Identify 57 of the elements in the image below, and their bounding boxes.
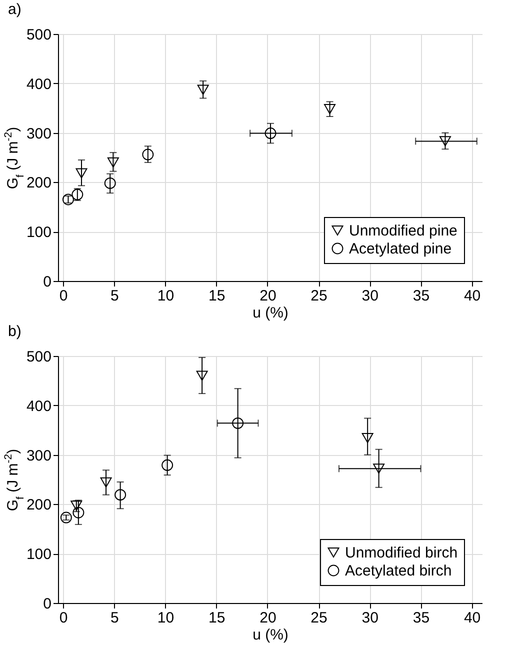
- point: [60, 512, 72, 524]
- x-tick-label: 40: [464, 288, 481, 304]
- x-tick-label: 25: [310, 288, 328, 304]
- legend-label: Unmodified birch: [345, 544, 458, 562]
- x-tick-label: 5: [110, 610, 119, 626]
- x-tick-label: 15: [208, 288, 226, 304]
- legend-label: Unmodified pine: [349, 222, 458, 240]
- y-tick-label: 300: [26, 447, 52, 464]
- point: [104, 177, 116, 189]
- point: [439, 136, 451, 146]
- y-tick-label: 400: [26, 398, 52, 415]
- point: [162, 459, 174, 471]
- point: [142, 148, 154, 160]
- chart-title: a): [8, 1, 22, 18]
- x-tick-label: 20: [260, 610, 276, 626]
- y-tick-label: 500: [26, 26, 52, 44]
- x-tick-label: 5: [110, 288, 119, 304]
- point: [362, 432, 374, 444]
- point: [100, 477, 112, 488]
- y-tick-label: 400: [26, 76, 52, 93]
- chart-title: b): [8, 323, 22, 340]
- y-tick-label: 100: [26, 546, 52, 564]
- legend-label: Acetylated birch: [345, 562, 452, 580]
- x-tick-label: 40: [464, 610, 481, 626]
- x-tick-label: 35: [412, 610, 430, 626]
- x-tick-label: 35: [412, 288, 430, 304]
- x-tick-label: 0: [59, 610, 68, 626]
- point: [232, 417, 244, 429]
- point: [62, 194, 74, 206]
- point: [114, 489, 126, 501]
- x-tick-label: 15: [208, 610, 226, 626]
- x-tick-label: 10: [157, 288, 174, 304]
- y-tick-label: 0: [43, 274, 52, 290]
- point: [72, 188, 84, 200]
- y-tick-label: 0: [43, 596, 52, 612]
- point: [196, 370, 208, 381]
- x-tick-label: 25: [310, 610, 328, 626]
- point: [324, 104, 336, 114]
- x-tick-label: 30: [362, 610, 378, 626]
- x-tick-label: 10: [157, 610, 174, 626]
- point: [107, 157, 119, 168]
- y-tick-label: 500: [26, 348, 52, 366]
- point: [197, 84, 209, 95]
- legend-label: Acetylated pine: [349, 240, 452, 258]
- y-tick-label: 300: [26, 125, 52, 142]
- y-tick-label: 200: [26, 174, 52, 192]
- x-tick-label: 30: [362, 288, 378, 304]
- x-axis-title: u (%): [252, 304, 288, 322]
- point: [373, 464, 385, 474]
- point: [76, 168, 88, 178]
- x-tick-label: 20: [260, 288, 276, 304]
- y-tick-label: 200: [26, 496, 52, 514]
- point: [264, 128, 276, 140]
- y-tick-label: 100: [26, 224, 52, 242]
- x-tick-label: 0: [59, 288, 68, 304]
- point: [72, 506, 84, 518]
- x-axis-title: u (%): [252, 626, 288, 644]
